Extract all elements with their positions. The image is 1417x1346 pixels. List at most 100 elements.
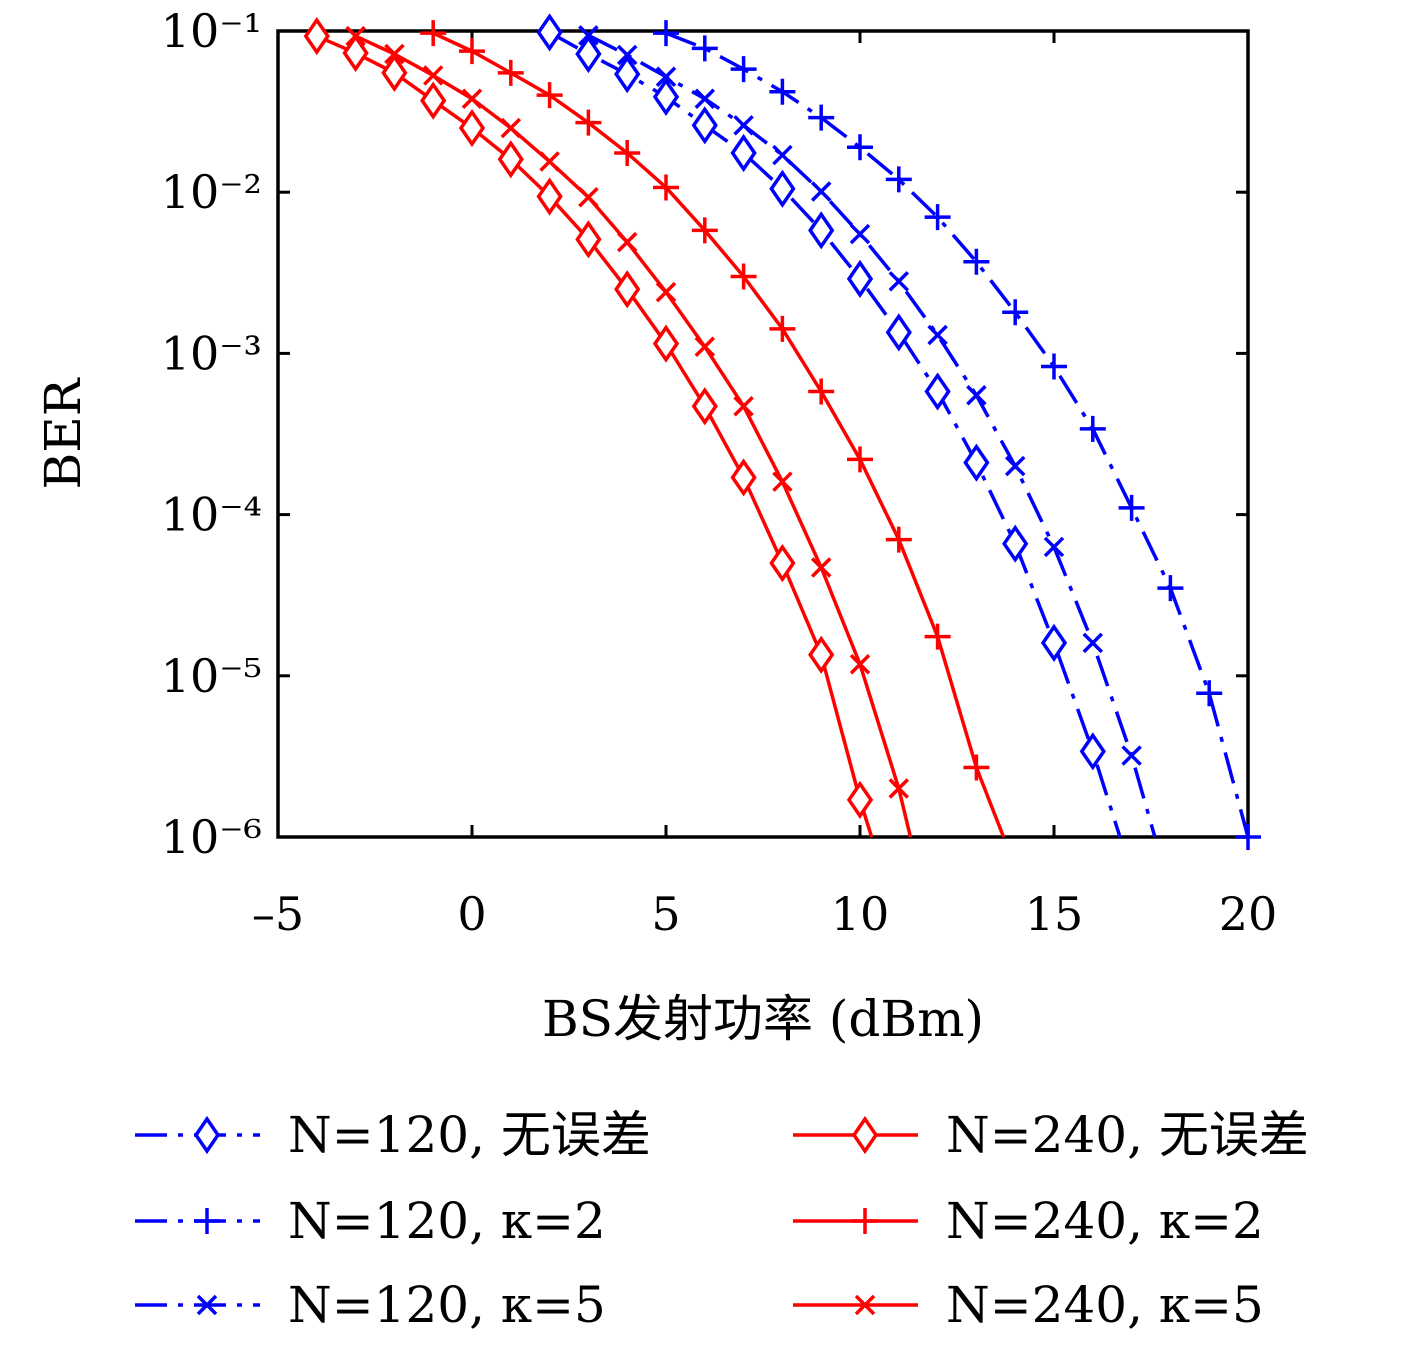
- data-point-n120_ideal: [536, 13, 563, 52]
- data-point-n240_k5: [655, 281, 677, 303]
- series-n240_k5: [345, 25, 913, 838]
- data-point-n240_k5: [888, 778, 910, 799]
- data-point-n120_k2: [691, 35, 718, 62]
- legend-marker: [196, 1294, 218, 1316]
- data-point-n120_k5: [1043, 536, 1065, 558]
- data-point-n120_k2: [1196, 680, 1223, 707]
- data-point-n240_k2: [614, 140, 641, 167]
- legend-item-n120_ideal: N=120, 无误差: [135, 1106, 651, 1164]
- data-point-n120_ideal: [614, 55, 641, 94]
- data-point-n120_ideal: [1079, 732, 1106, 771]
- data-point-n120_k2: [730, 56, 757, 83]
- y-tick-label: 10⁻¹: [161, 4, 262, 58]
- data-point-n240_k5: [849, 653, 871, 675]
- y-tick-label: 10⁻⁵: [161, 649, 262, 703]
- legend-marker: [193, 1115, 221, 1155]
- data-point-n120_k5: [1004, 455, 1026, 477]
- data-point-n240_ideal: [846, 780, 874, 819]
- data-point-n120_ideal: [846, 259, 874, 298]
- data-point-n120_k2: [1118, 494, 1145, 521]
- data-point-n120_k2: [653, 20, 679, 47]
- data-point-n120_k2: [963, 248, 990, 275]
- data-point-n120_k2: [1157, 575, 1184, 602]
- data-point-n240_k2: [459, 38, 485, 65]
- data-point-n120_ideal: [885, 313, 912, 352]
- data-point-n120_k5: [578, 25, 599, 46]
- data-point-n120_k2: [1235, 824, 1261, 850]
- data-point-n240_k5: [772, 471, 793, 492]
- data-point-n240_k5: [578, 187, 599, 208]
- series-line-n120_k5: [587, 33, 1157, 838]
- series-line-n120_k2: [665, 31, 1250, 838]
- data-point-n240_k5: [422, 65, 444, 86]
- legend-item-n120_k2: N=120, κ=2: [135, 1192, 606, 1250]
- series-n120_k2: [653, 20, 1261, 850]
- data-point-n240_k2: [847, 446, 873, 473]
- data-point-n120_k5: [772, 144, 793, 166]
- data-point-n120_k5: [694, 88, 716, 109]
- series-n240_ideal: [303, 16, 874, 838]
- data-point-n120_k5: [733, 115, 754, 136]
- data-point-n240_k2: [536, 82, 563, 109]
- data-point-n120_k2: [847, 134, 873, 161]
- series-n240_k2: [420, 20, 1006, 838]
- data-point-n240_ideal: [536, 177, 563, 216]
- data-point-n240_ideal: [381, 53, 408, 92]
- data-point-n120_k2: [808, 104, 835, 131]
- data-point-n120_k2: [1079, 415, 1106, 442]
- data-point-n240_k5: [345, 25, 366, 47]
- legend-item-n120_k5: N=120, κ=5: [135, 1276, 606, 1334]
- data-point-n240_k2: [497, 59, 524, 86]
- x-tick-label: 5: [651, 887, 680, 941]
- data-point-n120_k2: [1002, 299, 1029, 326]
- data-point-n120_ideal: [1002, 524, 1029, 563]
- data-point-n120_k5: [810, 181, 832, 202]
- x-tick-label: 10: [831, 887, 890, 941]
- data-point-n120_k5: [888, 271, 910, 292]
- data-point-n240_k2: [691, 217, 718, 244]
- data-point-n240_k5: [384, 43, 405, 65]
- legend-label: N=120, κ=5: [288, 1276, 606, 1334]
- legend-label: N=240, 无误差: [946, 1106, 1309, 1164]
- legend-marker: [194, 1208, 220, 1234]
- data-point-n240_ideal: [497, 140, 524, 179]
- data-point-n120_k2: [885, 166, 912, 193]
- x-tick-label: 15: [1025, 887, 1084, 941]
- data-point-n240_ideal: [342, 33, 369, 73]
- data-point-n240_k2: [769, 315, 796, 342]
- data-point-n240_k5: [500, 117, 522, 139]
- legend-item-n240_ideal: N=240, 无误差: [793, 1106, 1309, 1164]
- data-point-n240_ideal: [808, 635, 835, 674]
- data-point-n240_k2: [924, 623, 951, 650]
- data-point-n240_k5: [733, 396, 754, 417]
- legend: N=120, 无误差 N=240, 无误差 N=120, κ=2 N=240, κ=2…: [135, 1106, 1309, 1334]
- data-point-n120_k5: [616, 44, 638, 66]
- legend-label: N=240, κ=5: [946, 1276, 1264, 1334]
- data-point-n120_ideal: [1040, 623, 1068, 662]
- legend-marker: [852, 1208, 878, 1234]
- data-point-n120_ideal: [575, 34, 602, 74]
- data-point-n120_k5: [655, 66, 677, 88]
- data-point-n240_k5: [810, 557, 832, 578]
- series-line-n120_ideal: [548, 30, 1122, 838]
- x-tick-label: –5: [252, 887, 304, 941]
- data-point-n120_ideal: [652, 77, 680, 117]
- data-point-n120_ideal: [730, 133, 757, 173]
- data-point-n240_ideal: [575, 220, 602, 259]
- y-axis-label: BER: [34, 377, 92, 489]
- series-line-n240_ideal: [316, 34, 874, 838]
- data-point-n240_ideal: [730, 458, 757, 497]
- series-layer: [303, 13, 1261, 850]
- data-point-n120_k5: [927, 324, 948, 346]
- data-point-n240_ideal: [691, 387, 718, 426]
- data-point-n120_k2: [769, 78, 796, 105]
- data-point-n120_k5: [1082, 632, 1104, 654]
- y-tick-label: 10⁻⁶: [161, 810, 262, 864]
- legend-item-n240_k5: N=240, κ=5: [793, 1276, 1264, 1334]
- data-point-n120_ideal: [691, 106, 718, 145]
- data-point-n240_k5: [694, 336, 716, 357]
- axis-ticks: –5 0 5 10 15 20 10⁻¹ 10⁻² 10⁻³ 10⁻⁴ 10⁻⁵ 10⁻⁶: [161, 4, 1278, 941]
- data-point-n240_ideal: [769, 544, 796, 583]
- legend-marker: [854, 1294, 876, 1316]
